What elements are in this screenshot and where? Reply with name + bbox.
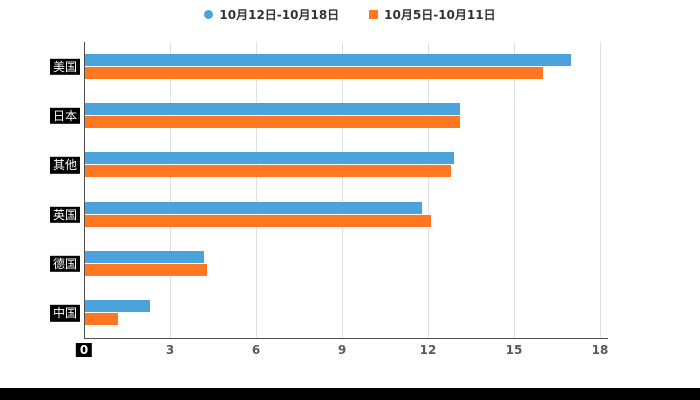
bar-series1-3 [84, 202, 422, 214]
category-label-2: 其他 [49, 157, 80, 174]
x-tick-label-9: 9 [337, 343, 347, 357]
bar-series2-3 [84, 215, 431, 227]
bar-series1-0 [84, 54, 571, 66]
category-label-0: 美国 [49, 58, 80, 75]
category-label-3: 英国 [49, 206, 80, 223]
x-tick-label-12: 12 [419, 343, 437, 357]
gridline-x15 [514, 42, 515, 338]
bar-series2-2 [84, 165, 451, 177]
bar-series2-4 [84, 264, 207, 276]
category-label-5: 中国 [49, 305, 80, 322]
x-tick-label-15: 15 [505, 343, 523, 357]
x-tick-label-6: 6 [251, 343, 261, 357]
legend-square-marker-icon [369, 10, 379, 19]
gridline-x12 [428, 42, 429, 338]
legend-item-series2[interactable]: 10月5日-10月11日 [369, 6, 496, 23]
x-tick-label-3: 3 [165, 343, 175, 357]
bar-series2-5 [84, 313, 118, 325]
category-label-1: 日本 [49, 107, 80, 125]
category-label-4: 德国 [49, 255, 80, 273]
gridline-x18 [600, 42, 601, 338]
bottom-black-band [0, 388, 700, 400]
plot-area [84, 42, 601, 338]
x-axis-line [84, 338, 608, 339]
y-axis-line [84, 42, 85, 339]
bar-series2-1 [84, 116, 460, 128]
bar-series1-2 [84, 152, 454, 164]
legend-label-series1: 10月12日-10月18日 [219, 8, 340, 22]
chart-legend: 10月12日-10月18日 10月5日-10月11日 [0, 6, 700, 23]
legend-item-series1[interactable]: 10月12日-10月18日 [204, 6, 339, 23]
gridline-x6 [256, 42, 257, 338]
gridline-x9 [342, 42, 343, 338]
bar-series1-4 [84, 251, 204, 263]
x-tick-label-18: 18 [591, 343, 609, 357]
bar-series1-5 [84, 300, 150, 312]
bar-series2-0 [84, 67, 543, 79]
gridline-x3 [170, 42, 171, 338]
x-tick-label-0: 0 [75, 343, 93, 357]
bar-series1-1 [84, 103, 460, 115]
legend-label-series2: 10月5日-10月11日 [384, 8, 496, 22]
legend-circle-marker-icon [204, 10, 214, 19]
